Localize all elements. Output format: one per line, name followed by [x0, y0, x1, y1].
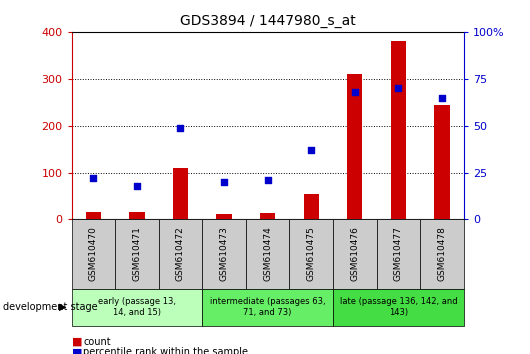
Point	[220, 179, 228, 185]
Point	[176, 125, 185, 130]
Bar	[129, 211, 145, 219]
Bar	[216, 214, 232, 219]
Bar	[391, 41, 406, 219]
Text: GSM610472: GSM610472	[176, 227, 185, 281]
Bar	[435, 104, 449, 219]
Title: GDS3894 / 1447980_s_at: GDS3894 / 1447980_s_at	[180, 14, 356, 28]
Text: GSM610476: GSM610476	[350, 227, 359, 281]
Text: GSM610477: GSM610477	[394, 227, 403, 281]
Point	[350, 89, 359, 95]
Point	[307, 147, 315, 153]
Text: ■: ■	[72, 347, 82, 354]
Bar	[260, 213, 275, 219]
Text: GSM610475: GSM610475	[307, 227, 316, 281]
Text: GSM610473: GSM610473	[219, 227, 228, 281]
Point	[132, 183, 141, 189]
Text: GSM610474: GSM610474	[263, 227, 272, 281]
Text: early (passage 13,
14, and 15): early (passage 13, 14, and 15)	[98, 297, 176, 317]
Text: GSM610478: GSM610478	[437, 227, 446, 281]
Bar	[347, 74, 363, 219]
Text: GSM610471: GSM610471	[132, 227, 142, 281]
Text: ▶: ▶	[59, 302, 66, 312]
Point	[394, 85, 403, 91]
Text: late (passage 136, 142, and
143): late (passage 136, 142, and 143)	[340, 297, 457, 317]
Point	[263, 177, 272, 183]
Text: intermediate (passages 63,
71, and 73): intermediate (passages 63, 71, and 73)	[210, 297, 325, 317]
Text: ■: ■	[72, 337, 82, 347]
Text: count: count	[83, 337, 111, 347]
Bar	[173, 168, 188, 219]
Bar	[86, 212, 101, 219]
Bar	[304, 194, 319, 219]
Point	[438, 95, 446, 101]
Text: percentile rank within the sample: percentile rank within the sample	[83, 347, 248, 354]
Point	[89, 175, 98, 181]
Text: development stage: development stage	[3, 302, 98, 312]
Text: GSM610470: GSM610470	[89, 227, 98, 281]
